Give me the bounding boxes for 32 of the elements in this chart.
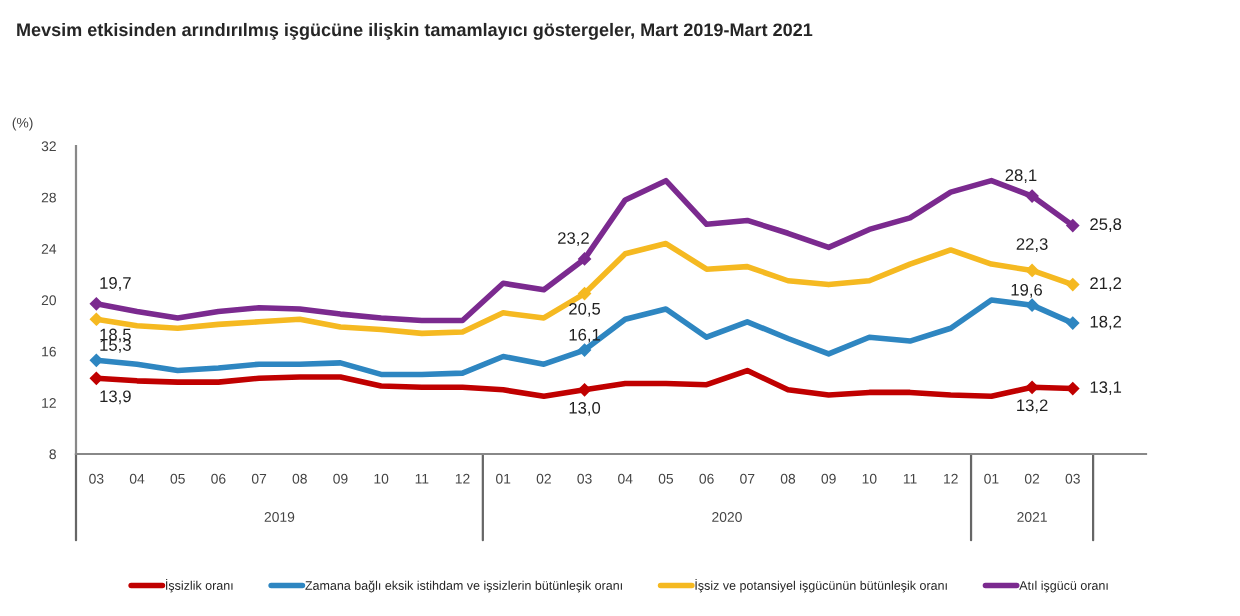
data-label: 13,2 (1017, 399, 1048, 414)
point (1066, 219, 1080, 232)
data-label: 18,2 (1090, 315, 1122, 330)
data-label: 28,1 (1005, 169, 1037, 184)
data-label: 16,1 (569, 328, 600, 343)
point (1025, 298, 1039, 312)
point (1066, 316, 1080, 330)
point (1025, 380, 1039, 394)
point (90, 312, 103, 326)
data-label: 13,0 (569, 401, 601, 416)
data-label: 19,6 (1011, 283, 1043, 298)
point (90, 297, 103, 311)
point (1025, 264, 1039, 277)
data-label: 23,2 (558, 232, 589, 246)
data-label: 20,5 (569, 302, 601, 317)
point (578, 287, 591, 300)
data-label: 21,2 (1090, 277, 1122, 292)
point (578, 383, 591, 397)
point (90, 371, 103, 385)
data-label: 13,1 (1090, 381, 1122, 395)
data-label: 15,3 (100, 339, 131, 353)
point (578, 343, 591, 357)
data-label: 18,5 (100, 328, 131, 343)
data-label: 22,3 (1016, 238, 1048, 252)
chart-title: Mevsim etkisinden arındırılmış işgücüne ilişkin tamamlayıcı göstergeler, Mart 2019-Mart 2021 (17, 22, 813, 40)
data-label: 25,8 (1090, 218, 1122, 233)
point (1066, 382, 1080, 395)
point (1025, 189, 1039, 203)
data-label: 19,7 (100, 277, 131, 291)
data-label: 13,9 (100, 390, 131, 405)
point (578, 252, 591, 266)
point (1066, 278, 1080, 291)
